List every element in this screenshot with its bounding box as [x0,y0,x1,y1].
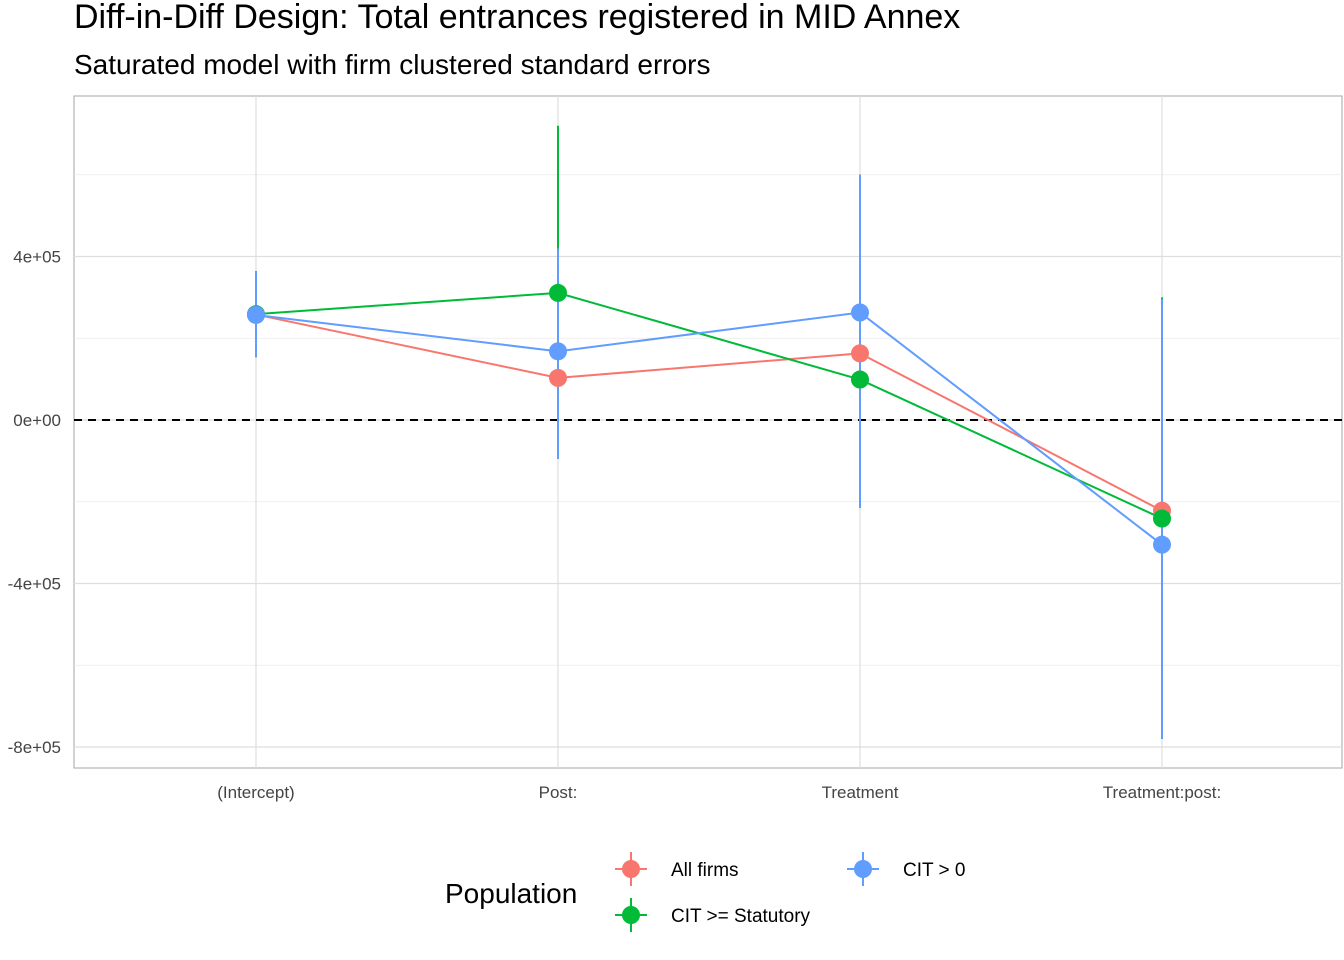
legend-title: Population [445,878,577,909]
data-point [851,344,869,363]
legend-label: CIT >= Statutory [671,906,811,927]
data-point [851,303,869,322]
legend-label: All firms [671,860,739,881]
data-point [851,370,869,389]
data-point [549,342,567,361]
data-point [247,305,265,324]
legend-item: CIT > 0 [847,852,965,886]
data-point [549,283,567,302]
x-tick-label: Treatment [822,783,899,802]
data-point [1153,509,1171,528]
plot-panel [73,95,1343,769]
y-tick-label: 4e+05 [13,248,61,267]
x-tick-label: Post: [539,783,578,802]
series-line [255,313,1163,512]
series-line [255,291,1163,520]
chart-title: Diff-in-Diff Design: Total entrances reg… [74,0,960,36]
series-points [247,283,1171,554]
chart-subtitle: Saturated model with firm clustered stan… [74,49,711,80]
legend-key-point [854,860,872,878]
legend-key-point [622,860,640,878]
series-lines [255,291,1163,546]
series-line [255,311,1163,546]
legend-key-point [622,906,640,924]
legend: Population All firms CIT >= Statutory CIT … [445,852,965,932]
legend-item: All firms [615,852,739,886]
data-point [549,368,567,387]
y-axis-ticks: 4e+05 0e+00 -4e+05 -8e+05 [8,248,61,758]
y-tick-label: 0e+00 [13,411,61,430]
legend-item: CIT >= Statutory [615,898,811,932]
x-axis-ticks: (Intercept) Post: Treatment Treatment:post: [217,783,1221,802]
legend-label: CIT > 0 [903,860,965,881]
y-tick-label: -4e+05 [8,575,61,594]
x-tick-label: (Intercept) [217,783,294,802]
data-point [1153,535,1171,554]
x-tick-label: Treatment:post: [1103,783,1221,802]
y-tick-label: -8e+05 [8,738,61,757]
